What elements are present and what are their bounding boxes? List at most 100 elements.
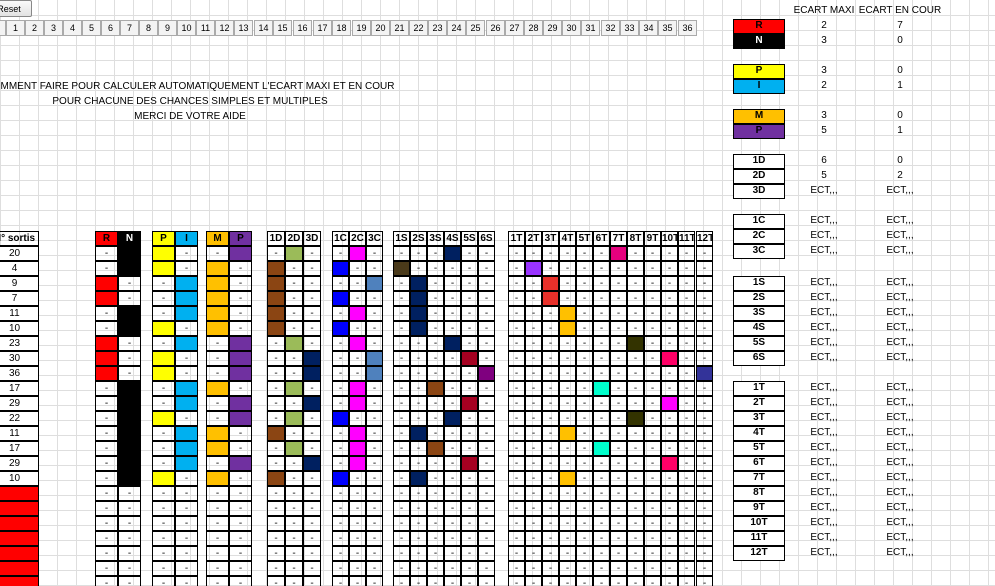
summary-ecart-en-cour[interactable]: ECT,,, [886,532,914,543]
result-cell[interactable]: - [508,306,525,321]
result-cell[interactable]: - [427,411,444,426]
summary-ecart-maxi[interactable]: ECT,,, [810,382,838,393]
result-cell[interactable]: - [206,411,229,426]
summary-label-7t[interactable]: 7T [733,471,785,486]
result-cell[interactable]: - [461,486,478,501]
number-cell[interactable] [0,561,39,576]
result-cell[interactable]: - [696,381,713,396]
result-cell[interactable]: - [525,531,542,546]
result-cell[interactable]: - [610,381,627,396]
result-cell[interactable] [559,321,576,336]
result-cell[interactable]: - [229,531,252,546]
result-cell[interactable]: - [661,561,678,576]
result-cell[interactable]: - [393,381,410,396]
result-cell[interactable]: - [478,411,495,426]
result-cell[interactable]: - [393,336,410,351]
result-cell[interactable]: - [542,501,559,516]
result-cell[interactable]: - [152,426,175,441]
result-cell[interactable]: - [508,576,525,586]
number-cell[interactable]: 11 [0,426,39,441]
result-cell[interactable]: - [175,561,198,576]
result-cell[interactable]: - [175,531,198,546]
header-3t[interactable]: 3T [542,231,559,246]
result-cell[interactable]: - [267,516,285,531]
result-cell[interactable]: - [478,336,495,351]
result-cell[interactable] [229,351,252,366]
result-cell[interactable]: - [349,291,366,306]
result-cell[interactable]: - [478,351,495,366]
number-cell[interactable]: 29 [0,396,39,411]
header-7t[interactable]: 7T [610,231,627,246]
result-cell[interactable]: - [118,546,141,561]
result-cell[interactable]: - [175,411,198,426]
result-cell[interactable]: - [478,486,495,501]
result-cell[interactable]: - [349,516,366,531]
result-cell[interactable]: - [576,501,593,516]
result-cell[interactable] [627,336,644,351]
result-cell[interactable]: - [95,471,118,486]
result-cell[interactable] [152,261,175,276]
result-cell[interactable] [349,336,366,351]
result-cell[interactable]: - [644,366,661,381]
result-cell[interactable] [267,471,285,486]
result-cell[interactable]: - [175,366,198,381]
result-cell[interactable]: - [644,351,661,366]
result-cell[interactable]: - [696,546,713,561]
result-cell[interactable]: - [267,381,285,396]
result-cell[interactable]: - [542,351,559,366]
result-cell[interactable]: - [349,261,366,276]
result-cell[interactable]: - [175,516,198,531]
result-cell[interactable]: - [610,486,627,501]
result-cell[interactable]: - [478,306,495,321]
result-cell[interactable]: - [303,441,321,456]
result-cell[interactable]: - [393,501,410,516]
result-cell[interactable]: - [175,546,198,561]
summary-ecart-en-cour[interactable]: ECT,,, [886,322,914,333]
result-cell[interactable]: - [644,486,661,501]
result-cell[interactable]: - [366,321,383,336]
result-cell[interactable]: - [366,381,383,396]
summary-ecart-en-cour[interactable]: ECT,,, [886,517,914,528]
result-cell[interactable]: - [508,441,525,456]
result-cell[interactable]: - [627,561,644,576]
header-4s[interactable]: 4S [444,231,461,246]
result-cell[interactable]: - [696,306,713,321]
result-cell[interactable]: - [229,441,252,456]
summary-label-6t[interactable]: 6T [733,456,785,471]
result-cell[interactable]: - [478,276,495,291]
summary-ecart-en-cour[interactable]: ECT,,, [886,427,914,438]
result-cell[interactable]: - [332,561,349,576]
column-number-box[interactable]: 15 [273,20,292,36]
result-cell[interactable]: - [696,531,713,546]
result-cell[interactable]: - [559,396,576,411]
result-cell[interactable]: - [427,561,444,576]
result-cell[interactable] [267,306,285,321]
summary-ecart-maxi[interactable]: ECT,,, [810,457,838,468]
number-cell[interactable]: 23 [0,336,39,351]
result-cell[interactable]: - [627,306,644,321]
result-cell[interactable]: - [644,261,661,276]
result-cell[interactable] [152,366,175,381]
result-cell[interactable]: - [267,501,285,516]
summary-label-1t[interactable]: 1T [733,381,785,396]
result-cell[interactable]: - [285,546,303,561]
column-number-box[interactable]: 2 [25,20,44,36]
result-cell[interactable]: - [542,381,559,396]
result-cell[interactable] [118,381,141,396]
result-cell[interactable]: - [366,246,383,261]
result-cell[interactable]: - [644,306,661,321]
result-cell[interactable] [410,426,427,441]
result-cell[interactable]: - [461,501,478,516]
result-cell[interactable]: - [285,486,303,501]
result-cell[interactable]: - [593,276,610,291]
result-cell[interactable]: - [593,336,610,351]
result-cell[interactable]: - [285,306,303,321]
result-cell[interactable]: - [461,321,478,336]
result-cell[interactable]: - [525,351,542,366]
result-cell[interactable]: - [696,291,713,306]
result-cell[interactable]: - [542,531,559,546]
result-cell[interactable]: - [366,291,383,306]
result-cell[interactable]: - [285,516,303,531]
result-cell[interactable]: - [393,246,410,261]
result-cell[interactable]: - [427,306,444,321]
